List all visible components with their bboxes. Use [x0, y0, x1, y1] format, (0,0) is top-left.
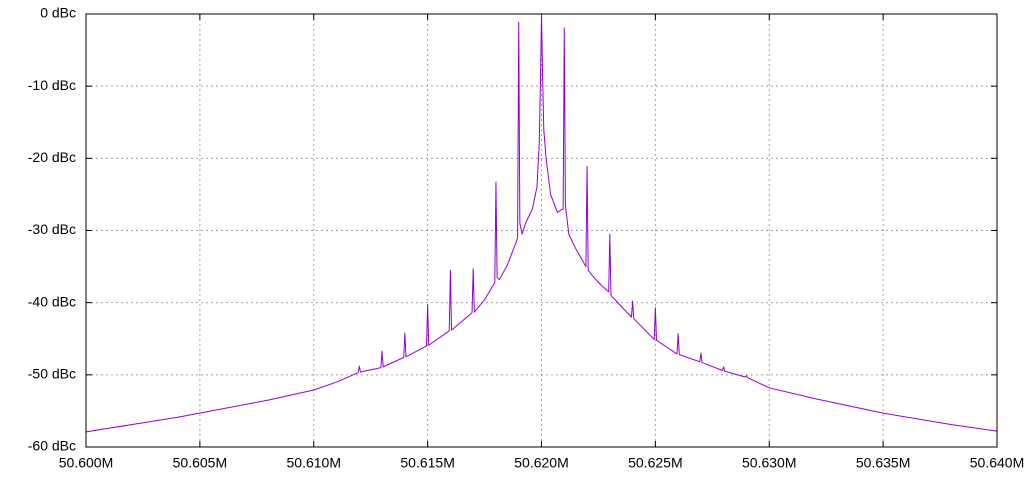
x-tick-label: 50.630M	[742, 455, 796, 471]
x-tick-label: 50.620M	[514, 455, 568, 471]
y-tick-label: -20 dBc	[28, 149, 76, 165]
y-tick-label: -50 dBc	[28, 366, 76, 382]
plot-border	[85, 13, 998, 448]
x-tick-label: 50.615M	[400, 455, 454, 471]
y-tick-label: -10 dBc	[28, 77, 76, 93]
x-tick-label: 50.625M	[628, 455, 682, 471]
y-tick-label: -40 dBc	[28, 293, 76, 309]
y-tick-label: 0 dBc	[40, 5, 76, 21]
x-tick-label: 50.605M	[173, 455, 227, 471]
x-tick-label: 50.600M	[59, 455, 113, 471]
y-tick-label: -30 dBc	[28, 221, 76, 237]
x-tick-label: 50.610M	[287, 455, 341, 471]
x-tick-label: 50.640M	[970, 455, 1024, 471]
spectrum-line	[85, 13, 998, 433]
x-tick-label: 50.635M	[856, 455, 910, 471]
y-tick-label: -60 dBc	[28, 438, 76, 454]
